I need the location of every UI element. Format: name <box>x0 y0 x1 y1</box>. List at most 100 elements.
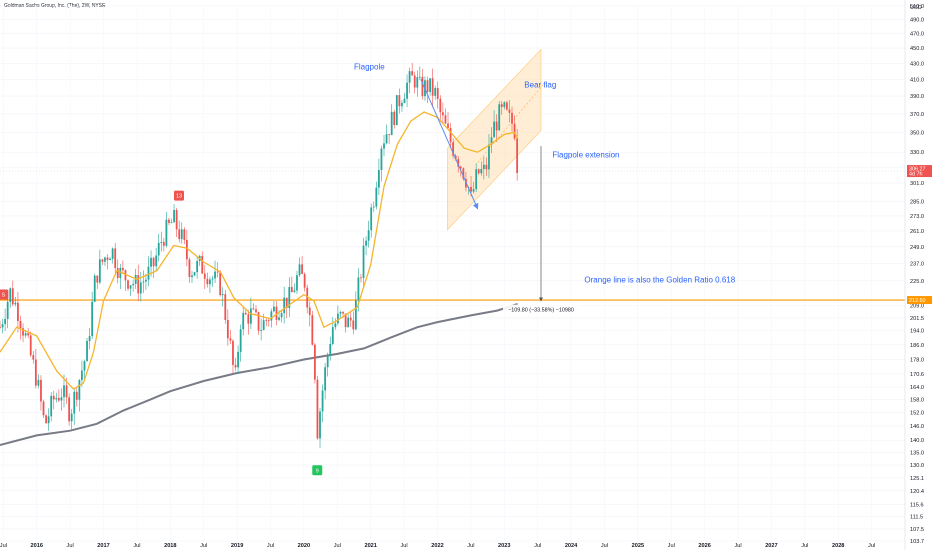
candle-body <box>360 277 362 279</box>
candle-body <box>4 318 7 325</box>
candle-body <box>119 267 122 279</box>
price-tick-label: 115.6 <box>910 503 924 509</box>
time-tick-label: 2020 <box>298 543 310 549</box>
candle-body <box>347 317 350 328</box>
candle-body <box>104 257 106 262</box>
candle-body <box>29 335 32 356</box>
slow-ma-line <box>0 303 518 446</box>
candle-body <box>462 168 465 179</box>
candle-body <box>34 359 37 386</box>
candle-body <box>477 169 480 174</box>
candle-body <box>101 259 104 262</box>
last-price-tag <box>907 165 932 178</box>
candle-body <box>447 123 449 129</box>
candle-body <box>316 379 319 439</box>
candle-body <box>349 317 352 321</box>
candle-body <box>86 341 88 362</box>
price-tick-label: 201.5 <box>910 316 924 322</box>
grid <box>0 5 905 542</box>
candle-body <box>411 71 414 76</box>
candle-body <box>88 336 91 342</box>
candle-body <box>380 148 383 171</box>
candle-body <box>209 279 211 285</box>
time-tick-label: Jul <box>133 543 140 549</box>
candle-body <box>206 278 209 285</box>
candle-body <box>285 297 288 309</box>
candle-body <box>191 275 193 278</box>
candle-body <box>252 308 255 310</box>
candle-body <box>357 277 360 301</box>
marker-label: 9 <box>316 468 319 474</box>
last-price-countdown: 4d 7h <box>909 172 923 178</box>
candle-body <box>416 77 419 88</box>
sell-marker <box>173 190 184 201</box>
candle-body <box>370 207 373 231</box>
candle-body <box>505 102 508 110</box>
candle-body <box>211 278 214 280</box>
candle-body <box>165 219 168 246</box>
candle-body <box>124 270 127 281</box>
candle-body <box>137 275 140 294</box>
candle-body <box>114 248 117 269</box>
candle-body <box>337 313 339 324</box>
candle-body <box>22 328 24 336</box>
candle-body <box>91 301 94 337</box>
price-tick-label: 225.0 <box>910 279 924 285</box>
candle-body <box>237 351 239 368</box>
time-tick-label: 2019 <box>231 543 243 549</box>
time-tick-label: Jul <box>334 543 341 549</box>
candle-body <box>152 257 155 267</box>
candle-body <box>78 380 81 400</box>
candle-body <box>52 395 55 400</box>
slow-moving-average <box>0 303 518 446</box>
candle-body <box>503 102 506 108</box>
price-tick-label: 350.0 <box>910 130 924 136</box>
time-tick-label: Jul <box>400 543 407 549</box>
candle-body <box>239 329 242 352</box>
annotations: Flagpole Bear flag Flagpole extension Orang… <box>354 63 736 285</box>
candle-body <box>55 397 58 400</box>
candle-body <box>288 287 291 309</box>
price-tick-label: 164.0 <box>910 385 924 391</box>
candle-body <box>408 71 411 83</box>
level-tag <box>907 296 932 305</box>
candle-body <box>267 320 270 322</box>
candle-body <box>306 287 309 308</box>
candle-body <box>42 401 45 416</box>
candle-body <box>262 320 265 330</box>
candle-body <box>398 95 401 107</box>
candle-body <box>32 355 35 360</box>
price-tick-label: 140.0 <box>910 438 924 444</box>
signal-markers: S 13 9 <box>0 190 323 476</box>
time-tick-label: Jul <box>0 543 7 549</box>
time-tick-label: Jul <box>801 543 808 549</box>
candle-body <box>516 138 519 173</box>
candle-body <box>331 327 334 344</box>
candle-body <box>1 324 4 328</box>
candle-body <box>157 242 160 256</box>
time-tick-label: 2025 <box>632 543 644 549</box>
time-tick-label: Jul <box>534 543 541 549</box>
candle-body <box>132 283 135 286</box>
candle-body <box>508 109 511 113</box>
price-tick-label: 285.0 <box>910 199 924 205</box>
candle-body <box>444 115 447 124</box>
time-tick-label: 2016 <box>31 543 43 549</box>
currency-label: USD <box>910 5 922 11</box>
candle-body <box>449 128 452 143</box>
candle-body <box>367 230 370 241</box>
price-tick-label: 249.0 <box>910 245 924 251</box>
drawings: −109.80 (−33.58%) −10980 <box>420 79 579 314</box>
candle-body <box>393 111 396 126</box>
candle-body <box>81 370 83 381</box>
time-tick-label: Jul <box>200 543 207 549</box>
candle-body <box>83 361 86 371</box>
candle-body <box>185 239 188 260</box>
candle-body <box>406 82 408 99</box>
candle-body <box>372 206 375 208</box>
price-tick-label: 330.0 <box>910 150 924 156</box>
candle-body <box>121 267 124 271</box>
candle-body <box>452 142 455 156</box>
flagpole-arrow <box>420 79 479 210</box>
